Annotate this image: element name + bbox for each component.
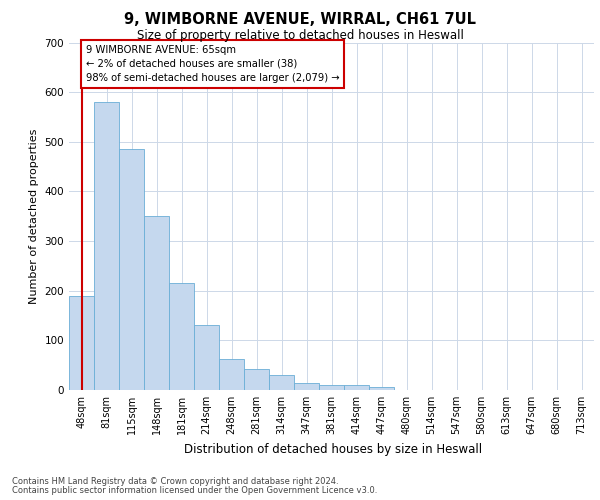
Text: Distribution of detached houses by size in Heswall: Distribution of detached houses by size … (184, 442, 482, 456)
Bar (219, 358, 244, 390)
Text: Contains public sector information licensed under the Open Government Licence v3: Contains public sector information licen… (12, 486, 377, 495)
Bar (369, 387, 394, 390)
Bar (319, 385, 344, 390)
Text: 9, WIMBORNE AVENUE, WIRRAL, CH61 7UL: 9, WIMBORNE AVENUE, WIRRAL, CH61 7UL (124, 12, 476, 28)
Bar (69, 296, 94, 390)
Bar (344, 385, 369, 390)
Bar (144, 216, 169, 390)
Bar (94, 102, 119, 390)
Text: Contains HM Land Registry data © Crown copyright and database right 2024.: Contains HM Land Registry data © Crown c… (12, 477, 338, 486)
Text: Size of property relative to detached houses in Heswall: Size of property relative to detached ho… (137, 29, 463, 42)
Bar (269, 375, 294, 390)
Y-axis label: Number of detached properties: Number of detached properties (29, 128, 39, 304)
Bar (119, 149, 144, 390)
Bar (244, 368, 269, 390)
Bar (194, 326, 219, 390)
Text: 9 WIMBORNE AVENUE: 65sqm
← 2% of detached houses are smaller (38)
98% of semi-de: 9 WIMBORNE AVENUE: 65sqm ← 2% of detache… (86, 45, 339, 83)
Bar (169, 284, 194, 390)
Bar (294, 382, 319, 390)
